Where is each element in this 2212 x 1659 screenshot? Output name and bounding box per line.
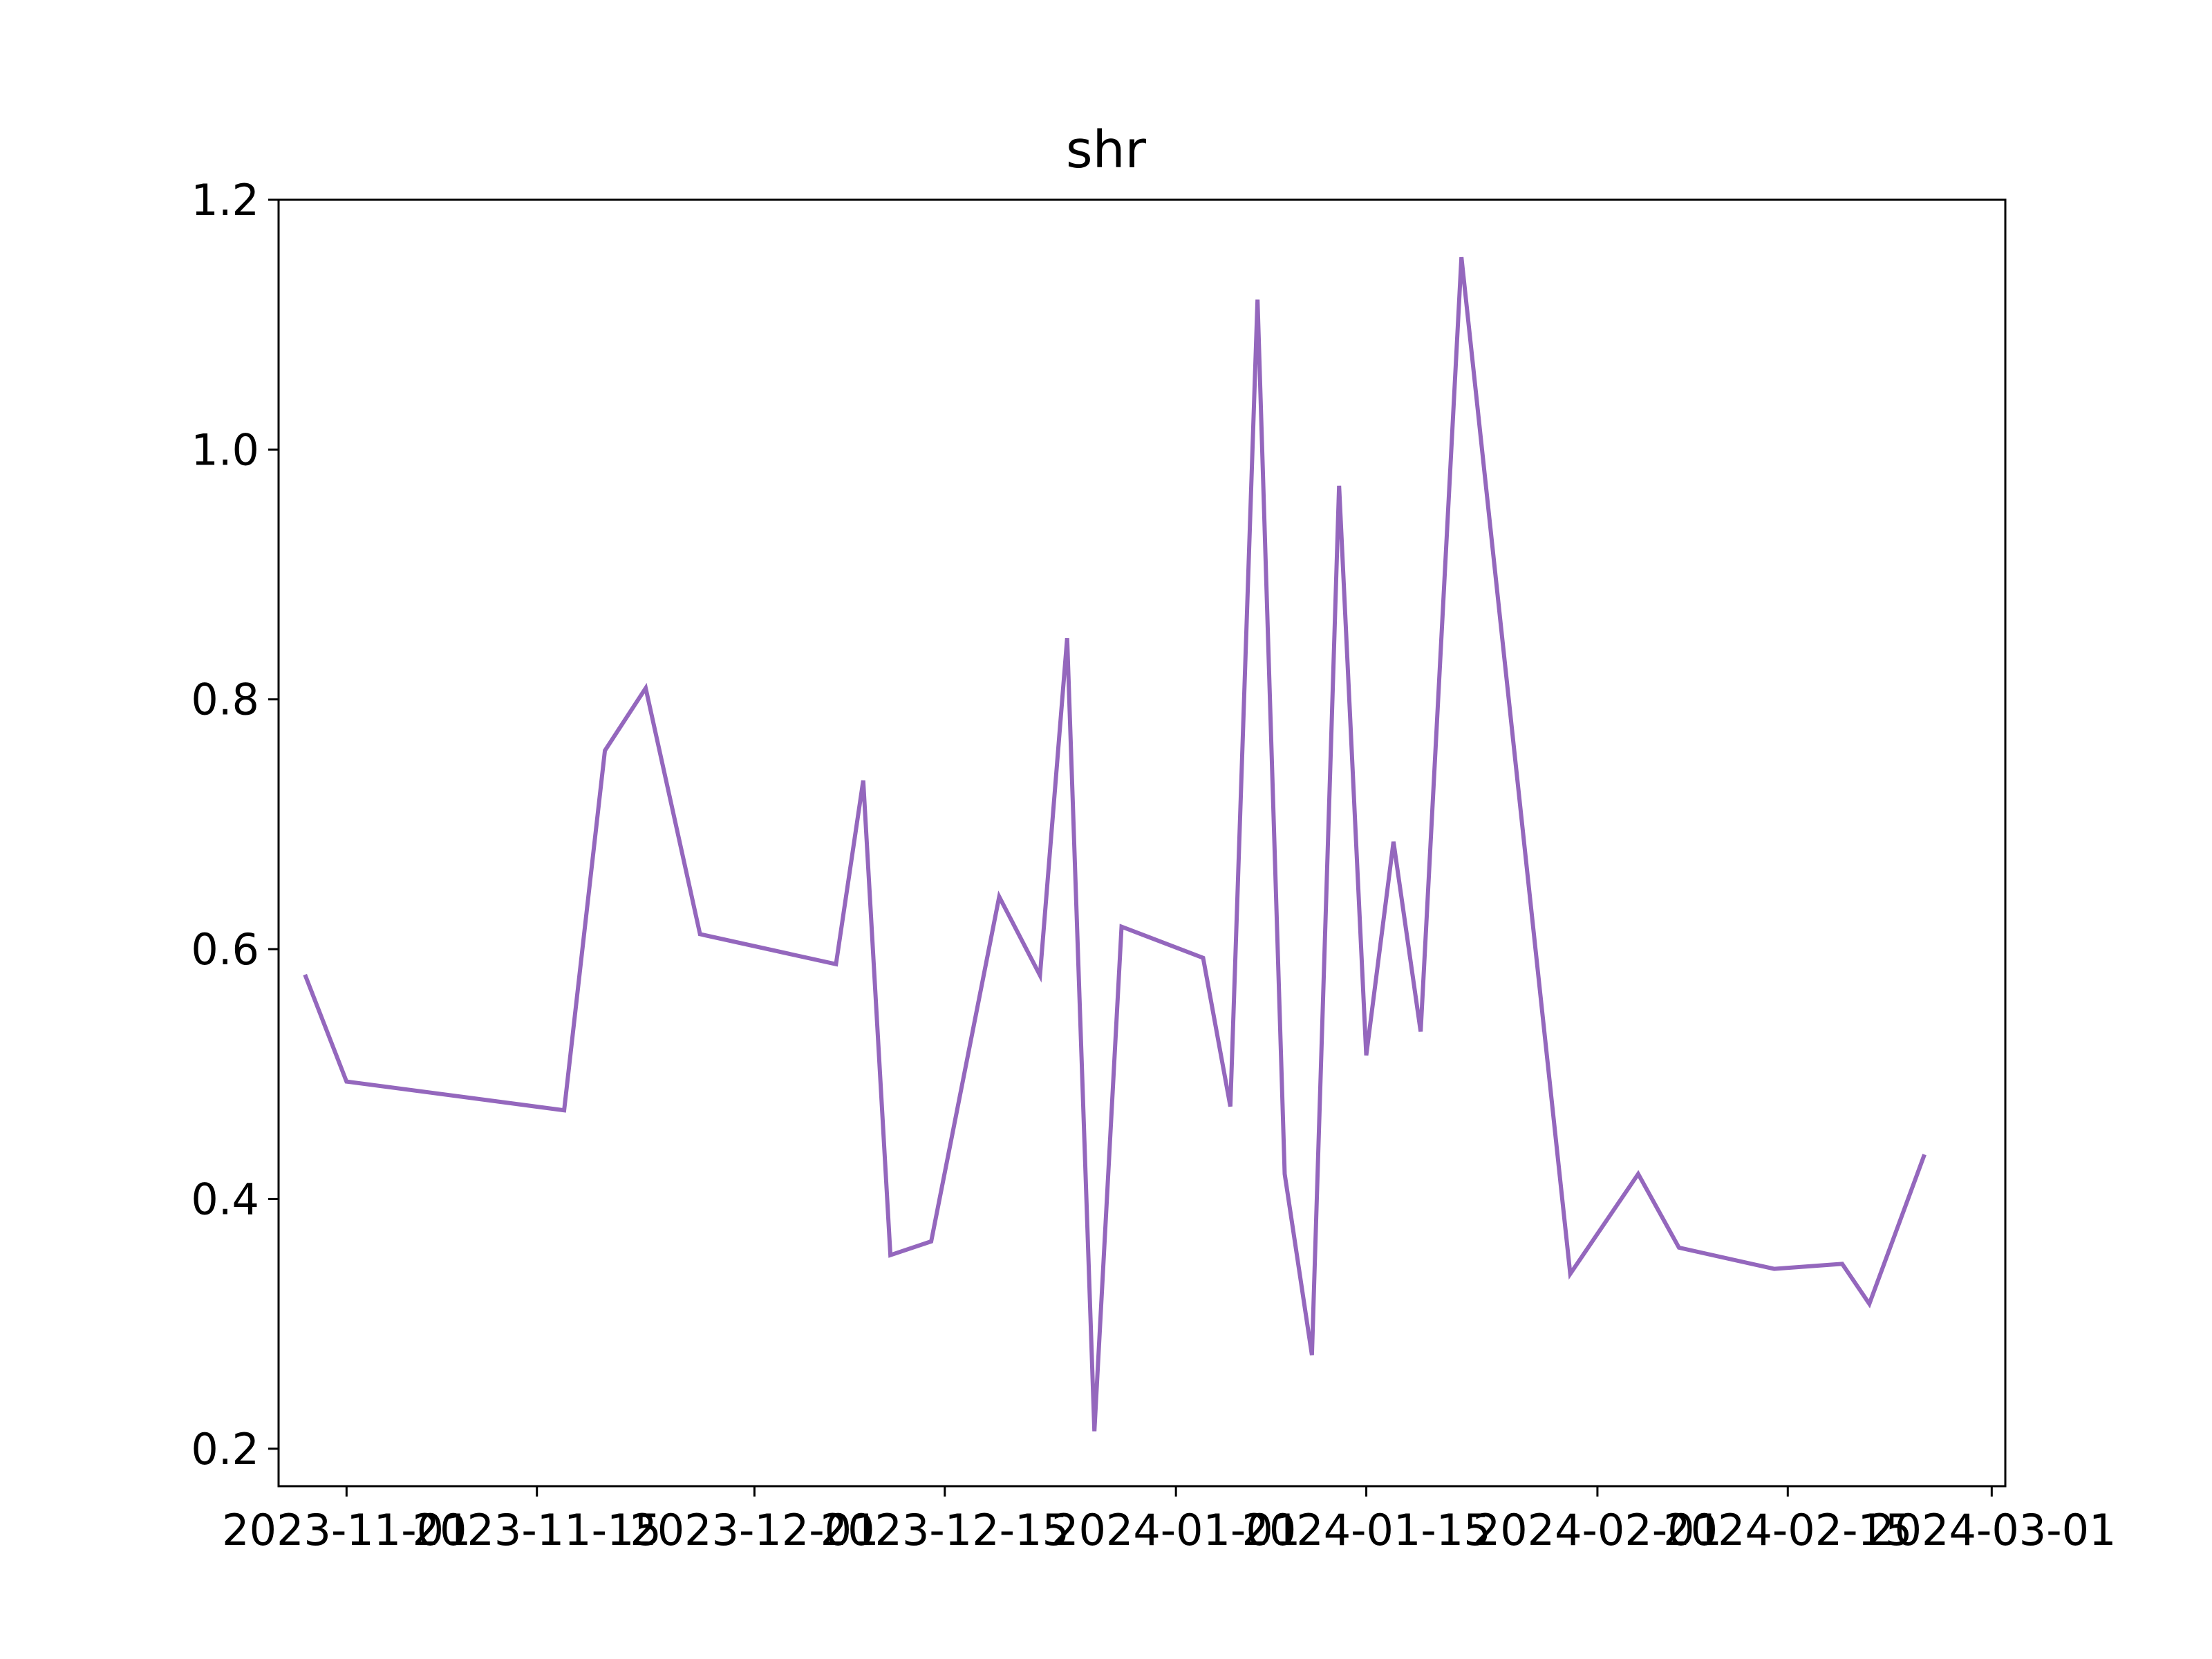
- y-tick-label: 1.0: [191, 424, 259, 475]
- y-tick-label: 0.2: [191, 1424, 259, 1474]
- y-tick-label: 0.4: [191, 1174, 259, 1224]
- series-line-0: [303, 256, 1927, 1432]
- x-tick-label: 2023-12-15: [821, 1505, 1069, 1555]
- x-tick-label: 2024-01-15: [1241, 1505, 1490, 1555]
- plot-frame: [277, 198, 2007, 1488]
- series-layer: [303, 256, 1927, 1432]
- x-tick-label: 2023-11-15: [413, 1505, 662, 1555]
- y-tick-label: 0.6: [191, 924, 259, 975]
- axes-layer: 0.20.40.60.81.01.22023-11-012023-11-1520…: [191, 175, 2116, 1555]
- chart-title: shr: [1066, 120, 1146, 180]
- x-tick-label: 2024-01-01: [1051, 1505, 1300, 1555]
- x-tick-label: 2024-03-01: [1867, 1505, 2116, 1555]
- x-tick-label: 2024-02-15: [1663, 1505, 1912, 1555]
- y-tick-label: 0.8: [191, 675, 259, 725]
- y-tick-label: 1.2: [191, 175, 259, 225]
- x-tick-label: 2024-02-01: [1473, 1505, 1722, 1555]
- x-tick-label: 2023-12-01: [630, 1505, 879, 1555]
- x-tick-label: 2023-11-01: [222, 1505, 471, 1555]
